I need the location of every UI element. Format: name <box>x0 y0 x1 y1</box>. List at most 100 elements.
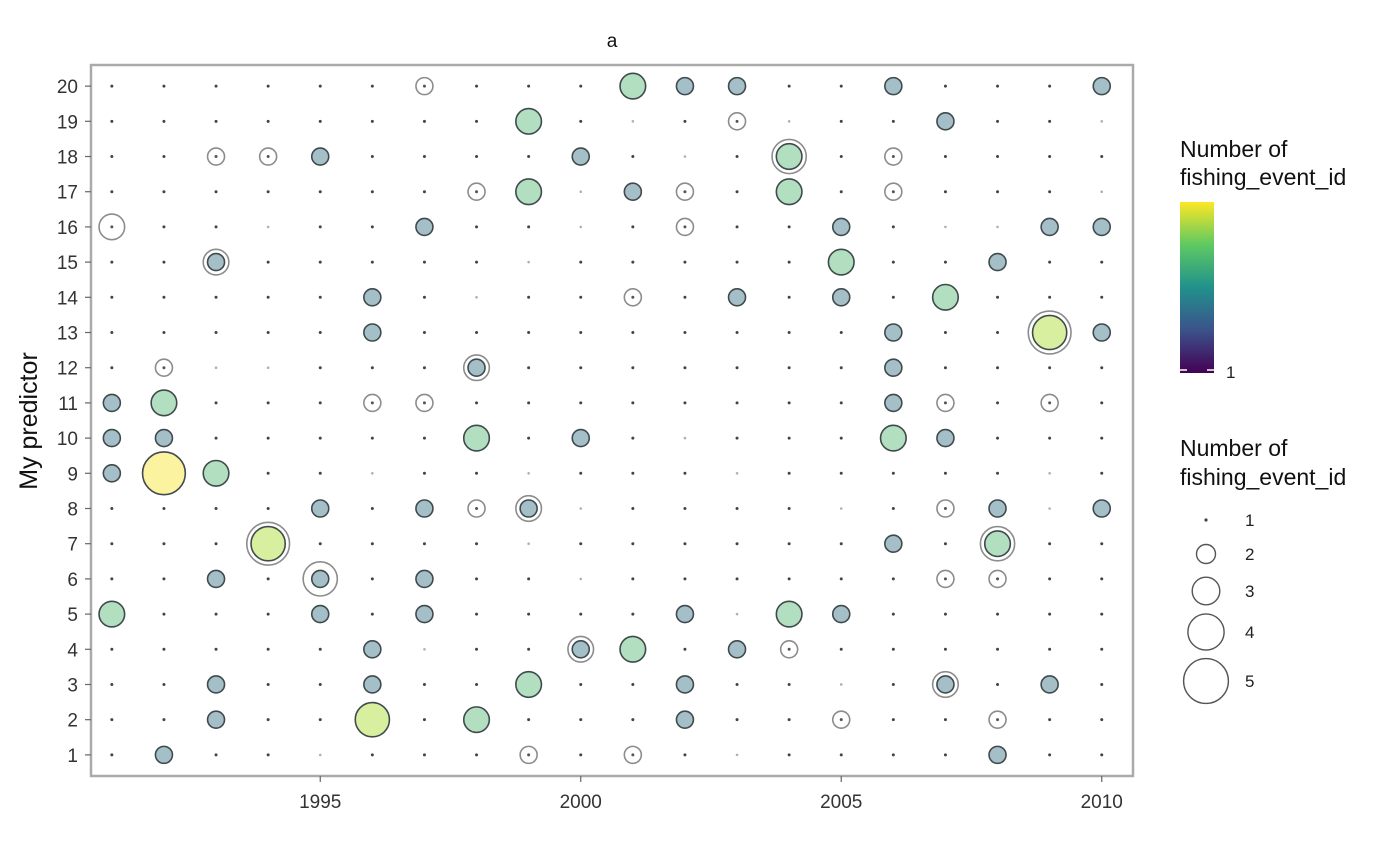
point-dot <box>891 260 895 264</box>
point-dot <box>631 506 635 510</box>
point-dot <box>579 471 583 475</box>
point-dot <box>839 155 843 159</box>
point-dot <box>735 682 739 686</box>
point-dot <box>1048 366 1052 370</box>
point-dot <box>475 612 479 616</box>
size-legend-label: 1 <box>1245 511 1254 530</box>
point-dot <box>943 401 947 405</box>
point-dot <box>422 471 426 475</box>
color-legend-title-line1: Number of <box>1180 136 1288 162</box>
point-ring <box>245 521 291 566</box>
point-dot <box>735 436 739 440</box>
point-dot <box>527 84 531 88</box>
point-dot <box>422 155 426 159</box>
point-dot <box>579 190 583 194</box>
y-tick-label: 20 <box>57 77 78 98</box>
point-filled <box>206 675 226 694</box>
point-filled <box>102 393 122 413</box>
point-ring <box>936 393 955 413</box>
point-ring <box>415 76 434 96</box>
point-dot <box>422 190 426 194</box>
point-dot <box>318 119 322 123</box>
point-dot <box>162 542 166 546</box>
point-dot <box>370 260 374 264</box>
point-dot <box>370 155 374 159</box>
point-dot <box>266 190 270 194</box>
point-dot <box>1048 84 1052 88</box>
y-tick-label: 4 <box>67 640 78 661</box>
point-dot <box>891 577 895 581</box>
point-dot <box>1100 366 1104 370</box>
point-dot <box>422 260 426 264</box>
point-filled <box>675 76 695 96</box>
points-layer <box>98 72 1112 765</box>
point-dot <box>1048 260 1052 264</box>
point-dot <box>891 718 895 722</box>
point-filled <box>1092 323 1112 342</box>
point-dot <box>475 155 479 159</box>
size-legend-label: 2 <box>1245 545 1254 564</box>
point-dot <box>1048 647 1052 651</box>
point-dot <box>318 647 322 651</box>
point-filled <box>98 600 126 628</box>
point-dot <box>422 366 426 370</box>
y-tick-label: 6 <box>67 570 78 591</box>
point-dot <box>318 366 322 370</box>
point-filled <box>462 424 491 452</box>
point-dot <box>422 84 426 88</box>
point-dot <box>422 718 426 722</box>
size-legend: Number of fishing_event_id 1 2 3 4 5 <box>1180 435 1346 705</box>
point-dot <box>996 84 1000 88</box>
point-dot <box>214 190 218 194</box>
point-dot <box>214 436 218 440</box>
point-ring <box>302 560 339 597</box>
point-dot <box>214 295 218 299</box>
point-ring <box>467 182 486 202</box>
point-dot <box>891 190 895 194</box>
point-dot <box>579 542 583 546</box>
size-legend-symbol <box>1182 657 1230 705</box>
point-dot <box>162 647 166 651</box>
point-dot <box>1100 260 1104 264</box>
point-dot <box>422 542 426 546</box>
point-dot <box>318 753 322 757</box>
point-dot <box>631 331 635 335</box>
point-dot <box>996 682 1000 686</box>
point-dot <box>943 260 947 264</box>
point-dot <box>631 542 635 546</box>
y-tick-label: 18 <box>57 148 78 169</box>
point-dot <box>735 401 739 405</box>
point-dot <box>631 295 635 299</box>
point-dot <box>162 682 166 686</box>
y-tick-label: 15 <box>57 253 78 274</box>
point-ring <box>727 112 747 131</box>
point-dot <box>839 542 843 546</box>
point-dot <box>110 682 114 686</box>
point-dot <box>475 331 479 335</box>
point-dot <box>787 542 791 546</box>
point-dot <box>422 753 426 757</box>
point-dot <box>422 436 426 440</box>
point-dot <box>996 647 1000 651</box>
point-ring <box>154 358 174 378</box>
point-ring <box>675 182 695 202</box>
point-ring <box>462 354 491 382</box>
point-dot <box>110 84 114 88</box>
point-dot <box>110 225 114 229</box>
point-dot <box>1048 718 1052 722</box>
point-dot <box>422 295 426 299</box>
point-dot <box>891 647 895 651</box>
size-legend-title-line2: fishing_event_id <box>1180 464 1346 490</box>
y-tick-label: 17 <box>57 183 78 204</box>
point-dot <box>891 612 895 616</box>
point-dot <box>787 260 791 264</box>
point-filled <box>623 182 643 202</box>
point-dot <box>318 682 322 686</box>
point-filled <box>363 675 382 694</box>
point-dot <box>787 225 791 229</box>
point-dot <box>996 295 1000 299</box>
point-dot <box>162 366 166 370</box>
point-dot <box>1100 155 1104 159</box>
point-filled <box>310 499 330 518</box>
point-dot <box>423 647 426 651</box>
